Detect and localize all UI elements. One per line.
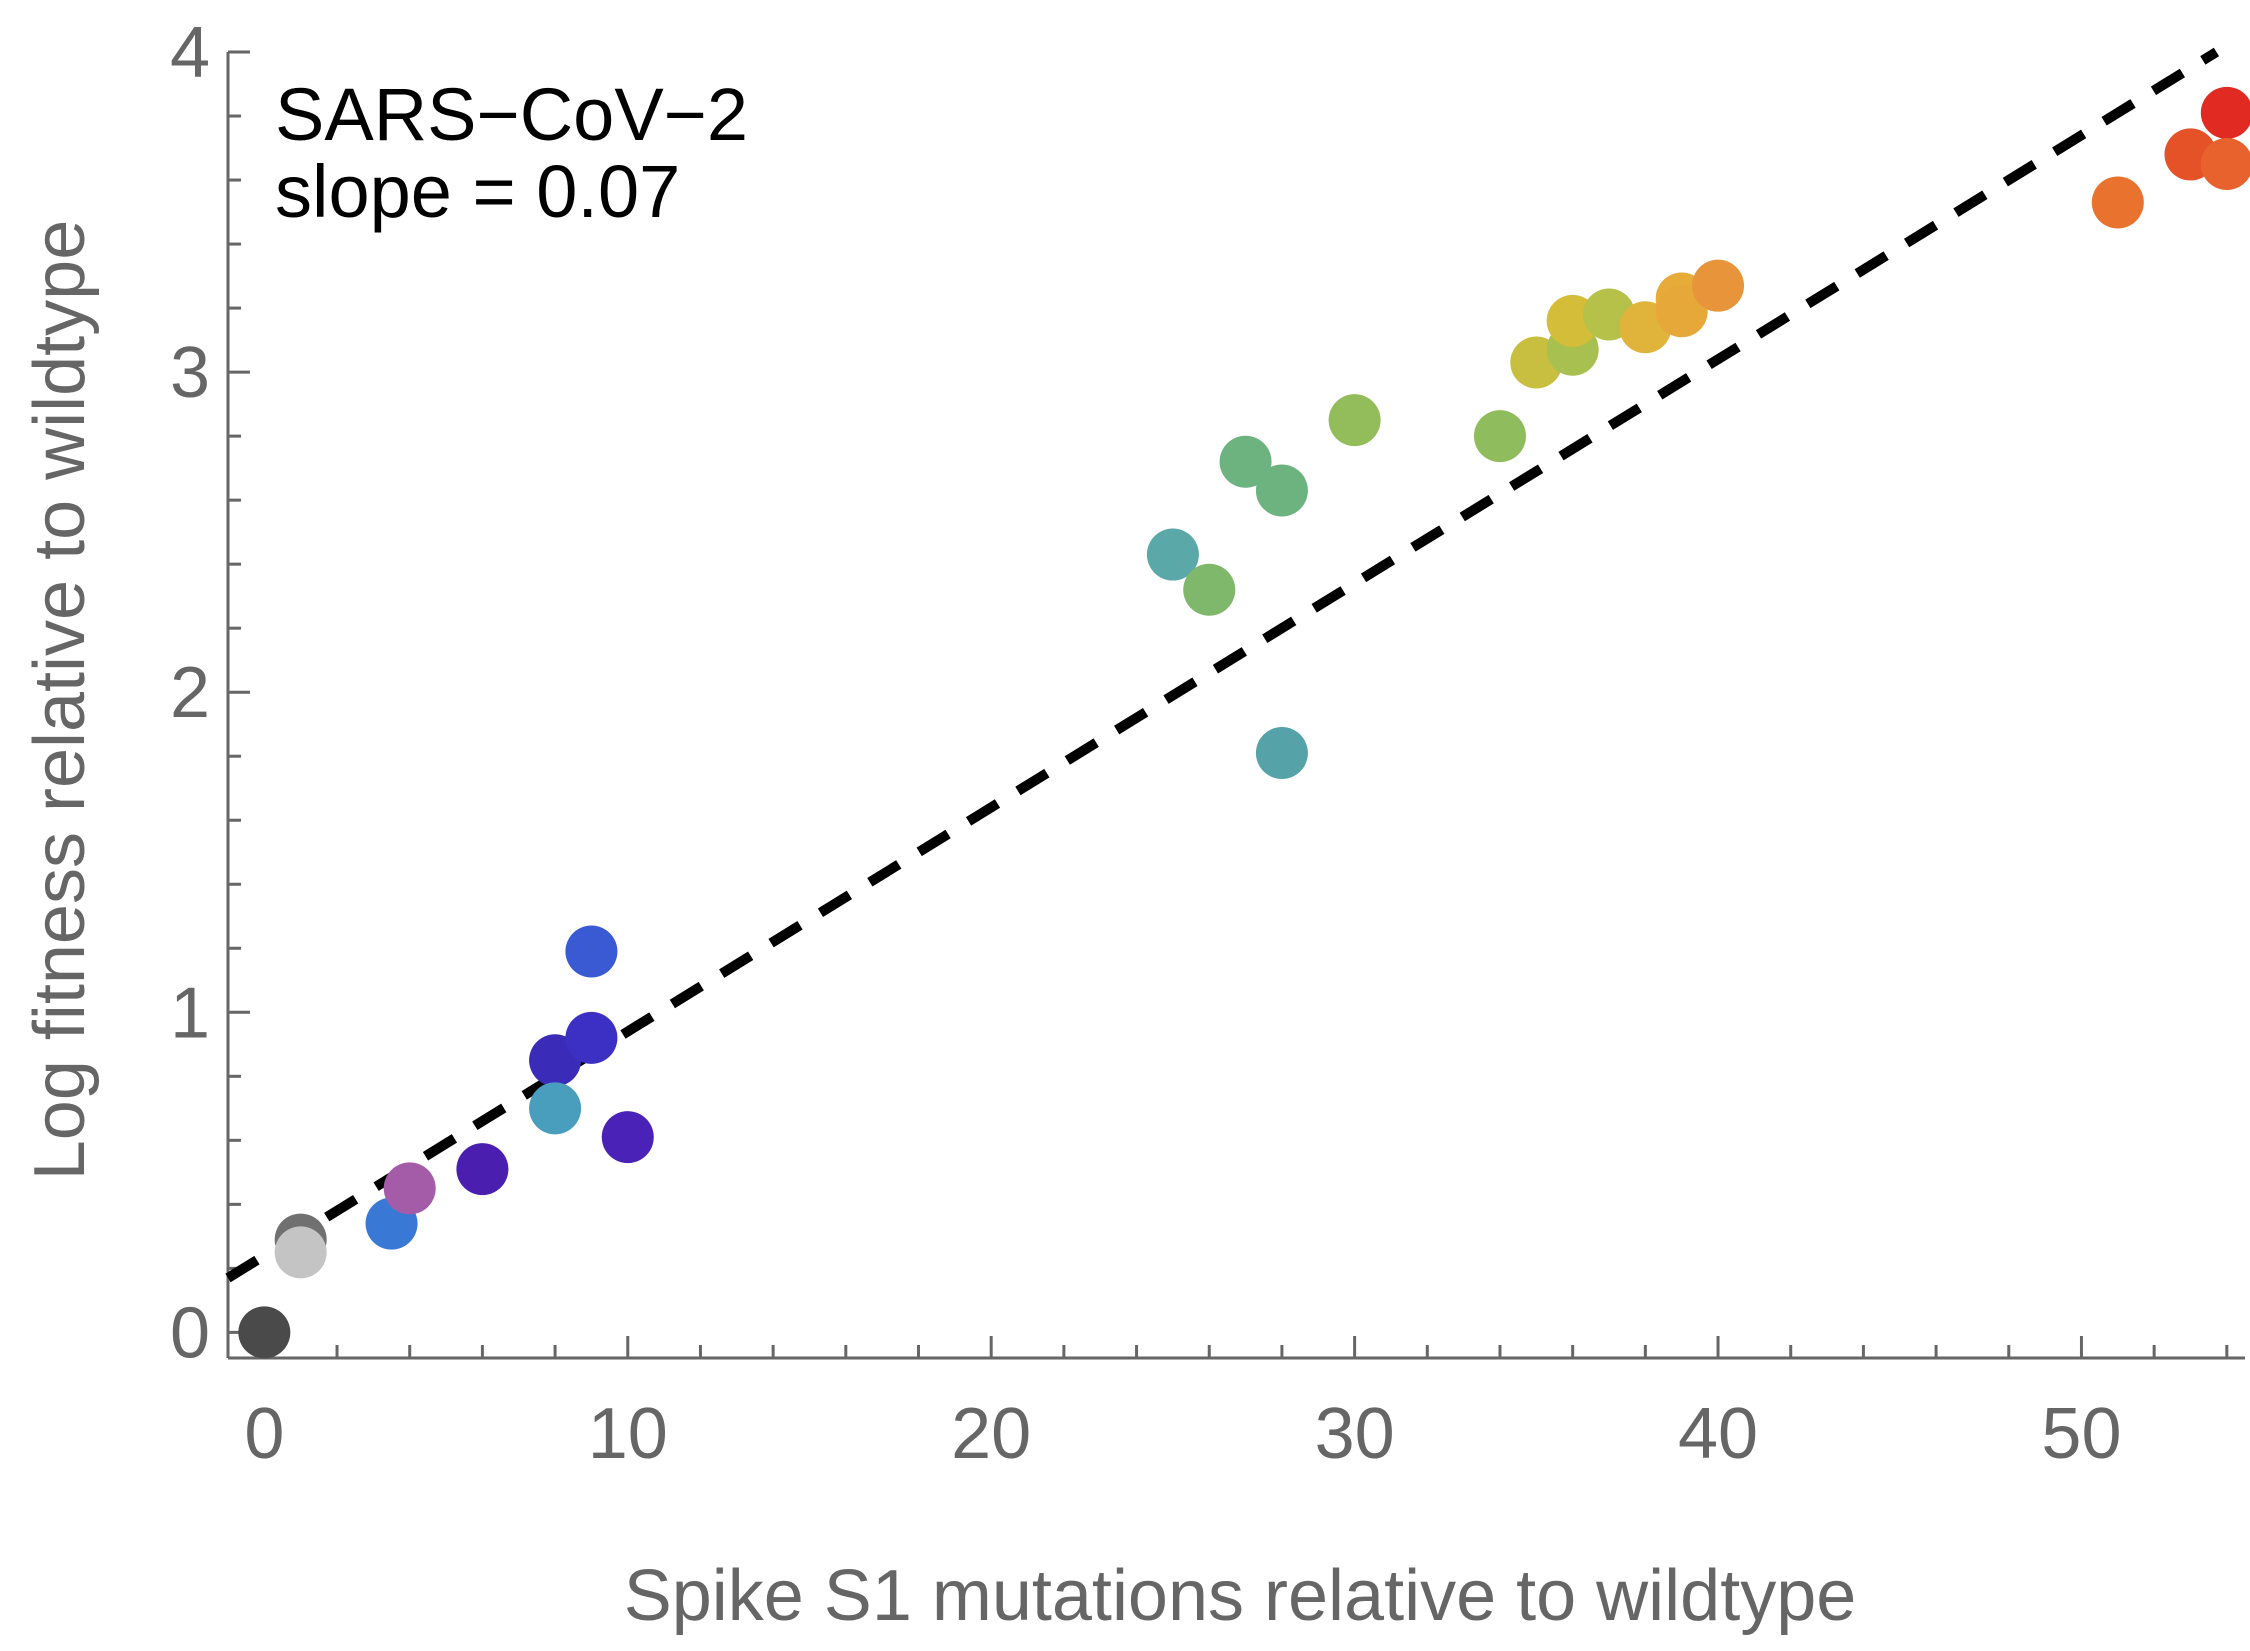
y-tick-label: 0 — [170, 1293, 210, 1373]
data-point — [2200, 86, 2250, 139]
y-tick-label: 3 — [170, 333, 210, 413]
data-point — [1328, 394, 1381, 447]
data-point — [601, 1111, 654, 1164]
data-point — [238, 1306, 291, 1359]
data-point — [2200, 138, 2250, 191]
fit-line-dashed — [225, 47, 2220, 1283]
data-point — [1219, 435, 1272, 488]
x-tick-label: 50 — [2041, 1394, 2121, 1474]
data-point — [1183, 563, 1236, 616]
x-axis-title: Spike S1 mutations relative to wildtype — [624, 1556, 1857, 1636]
y-tick-label: 1 — [170, 973, 210, 1053]
data-point — [2091, 176, 2144, 229]
annotation-virus-name: SARS−CoV−2 — [275, 73, 748, 156]
data-point — [529, 1082, 582, 1135]
data-point — [456, 1143, 509, 1196]
data-point — [1473, 410, 1526, 463]
data-point — [565, 925, 618, 978]
annotation-slope: slope = 0.07 — [275, 150, 680, 233]
x-tick-label: 10 — [588, 1394, 668, 1474]
data-point — [565, 1011, 618, 1064]
data-point — [274, 1226, 327, 1279]
data-point — [383, 1162, 436, 1215]
data-point — [1655, 285, 1708, 338]
x-tick-label: 0 — [244, 1394, 284, 1474]
axis-tick-labels: 0 10 20 30 40 50 0 1 2 3 4 — [170, 13, 2122, 1474]
axis-ticks — [228, 50, 2229, 1358]
x-tick-label: 40 — [1678, 1394, 1758, 1474]
y-tick-label: 2 — [170, 653, 210, 733]
y-tick-label: 4 — [170, 13, 210, 93]
data-point — [1255, 464, 1308, 517]
data-point — [1146, 528, 1199, 581]
data-points — [238, 86, 2250, 1359]
y-axis-title: Log fitness relative to wildtype — [20, 220, 100, 1181]
x-tick-label: 20 — [951, 1394, 1031, 1474]
data-point — [1255, 727, 1308, 780]
x-tick-label: 30 — [1315, 1394, 1395, 1474]
data-point — [1692, 259, 1745, 312]
